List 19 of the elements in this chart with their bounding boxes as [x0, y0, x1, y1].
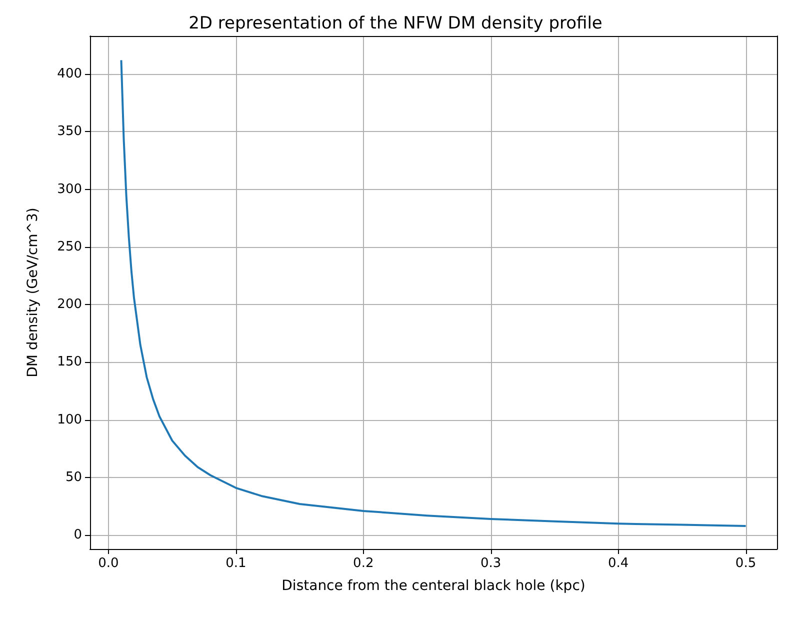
y-axis-title: DM density (GeV/cm^3) [25, 208, 41, 378]
y-tick-label: 250 [57, 239, 82, 254]
x-axis-title: Distance from the centeral black hole (kpc) [282, 578, 586, 594]
y-tick-label: 150 [57, 354, 82, 370]
y-tick-label: 300 [57, 182, 82, 197]
x-tick-label: 0.4 [608, 556, 629, 571]
x-tick-label: 0.3 [480, 556, 502, 571]
y-tick-label: 400 [57, 66, 82, 82]
line-series [120, 59, 747, 527]
x-tick-label: 0.5 [735, 556, 756, 571]
y-tick-label: 200 [57, 297, 82, 312]
y-tick-label: 100 [57, 412, 82, 428]
y-tick-label: 350 [57, 124, 82, 140]
chart-title: 2D representation of the NFW DM density profile [188, 14, 602, 34]
y-tick-label: 50 [65, 470, 82, 486]
x-tick-label: 0.2 [353, 556, 374, 571]
x-tick-label: 0.1 [226, 556, 246, 571]
y-tick-label: 0 [74, 528, 82, 543]
x-tick-label: 0.0 [98, 556, 119, 571]
